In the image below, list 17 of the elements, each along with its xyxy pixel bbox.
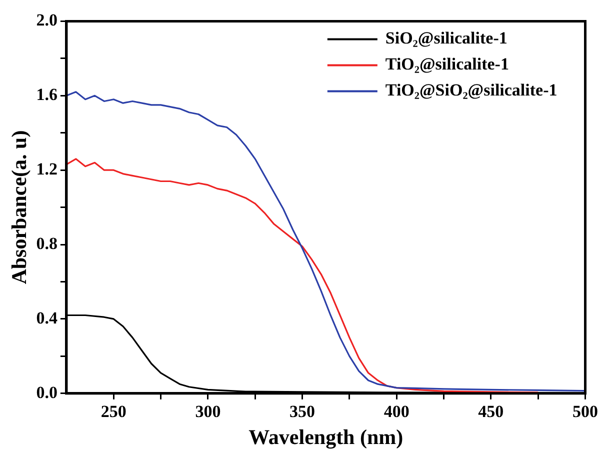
y-tick-label: 1.2: [36, 159, 58, 178]
x-axis-title: Wavelength (nm): [248, 424, 404, 449]
y-tick-label: 0.4: [36, 308, 58, 328]
x-tick-label: 400: [384, 402, 410, 421]
x-tick-label: 350: [290, 402, 316, 421]
legend-label: TiO₂@silicalite-1: [385, 54, 509, 74]
y-tick-label: 0.0: [36, 382, 58, 402]
legend-label: SiO₂@silicalite-1: [385, 28, 508, 48]
legend-label: TiO₂@SiO₂@silicalite-1: [385, 80, 558, 100]
x-tick-label: 250: [100, 402, 126, 421]
y-tick-label: 1.6: [36, 85, 58, 104]
y-axis-title: Absorbance(a. u): [7, 130, 32, 284]
x-tick-label: 300: [195, 402, 221, 421]
x-tick-label: 450: [478, 402, 504, 421]
x-tick-label: 500: [572, 402, 598, 421]
y-tick-label: 0.8: [36, 234, 58, 253]
y-tick-label: 2.0: [36, 10, 58, 30]
